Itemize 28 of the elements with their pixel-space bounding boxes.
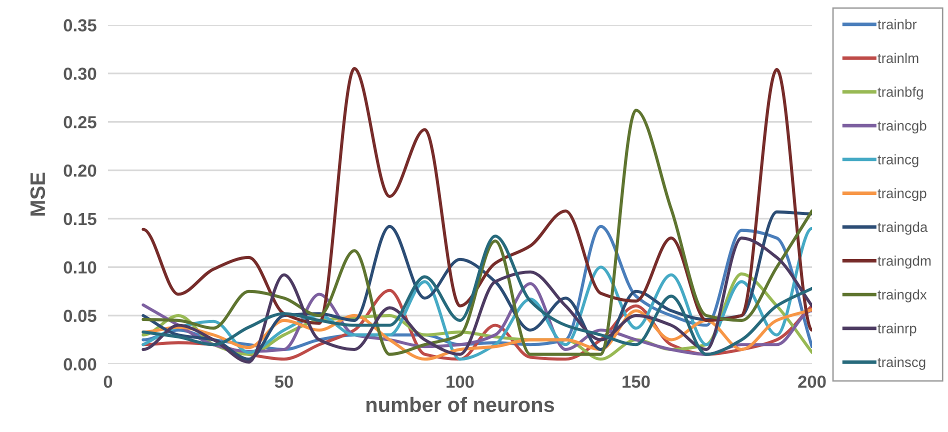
y-tick-label: 0.10 [64,261,96,274]
y-axis-title: MSE [30,172,46,216]
x-axis-title: number of neurons [366,396,554,412]
legend-label: traingda [878,222,928,235]
legend-label: trainbr [878,19,917,30]
y-tick-label: 0.35 [64,19,96,32]
legend-label: trainrp [878,323,916,336]
y-tick-label: 0.30 [64,68,96,80]
y-tick-label: 0.15 [64,212,96,226]
legend-label: trainlm [878,52,918,64]
x-tick-label: 0 [104,376,112,388]
x-tick-label: 100 [446,376,474,388]
legend-label: traincgp [878,188,926,201]
y-tick-label: 0.25 [64,116,96,128]
legend-label: traincgb [878,120,926,134]
x-tick-label: 150 [622,376,650,388]
legend-label: trainbfg [878,86,923,100]
legend-label: traincg [878,154,918,168]
y-tick-label: 0.05 [64,310,96,322]
legend-label: traingdm [878,256,931,269]
legend-label: trainscg [878,356,926,370]
y-tick-label: 0.20 [64,164,96,177]
line-series [142,108,812,356]
line-series [142,67,812,332]
legend-label: traingdx [878,289,927,302]
x-tick-label: 50 [274,376,293,388]
x-tick-label: 200 [798,376,826,388]
y-tick-label: 0.00 [64,358,96,370]
